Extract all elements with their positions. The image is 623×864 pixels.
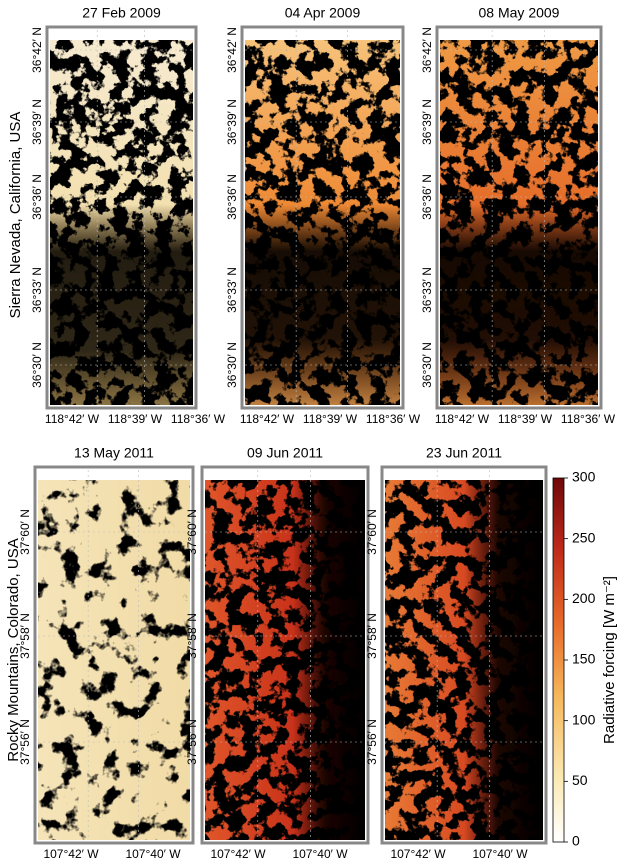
colorbar-tick-label: 300 [572, 469, 596, 485]
colorbar-tick-label: 0 [572, 833, 580, 849]
colorbar-tick-label: 100 [572, 711, 596, 727]
colorbar-tick-label: 250 [572, 529, 596, 545]
x-tick-label: 118°36′ W [171, 412, 226, 426]
row-label: Sierra Nevada, California, USA [7, 112, 24, 319]
map-forcing [385, 480, 543, 840]
x-tick-label: 118°39′ W [498, 412, 553, 426]
x-tick-label: 107°40′ W [472, 847, 528, 861]
y-tick-label: 37°56′ N [365, 719, 379, 765]
colorbar-tick-label: 150 [572, 651, 596, 667]
panel-title: 13 May 2011 [74, 445, 154, 461]
y-tick-label: 36°42′ N [420, 27, 434, 73]
panel-title: 09 Jun 2011 [247, 445, 323, 461]
x-tick-label: 107°42′ W [390, 847, 446, 861]
map-forcing [205, 480, 365, 840]
x-tick-label: 118°42′ W [435, 412, 490, 426]
x-tick-label: 118°42′ W [240, 412, 295, 426]
panel-title: 08 May 2009 [479, 5, 560, 21]
y-tick-label: 37°60′ N [185, 509, 199, 555]
y-tick-label: 36°30′ N [30, 342, 44, 388]
row-label: Rocky Mountains, Colorado, USA [5, 538, 22, 761]
colorbar-label: Radiative forcing [W m⁻²] [601, 576, 618, 744]
y-tick-label: 37°56′ N [185, 719, 199, 765]
y-tick-label: 37°58′ N [18, 613, 32, 659]
y-tick-label: 36°42′ N [30, 27, 44, 73]
y-tick-label: 37°58′ N [185, 613, 199, 659]
x-tick-label: 118°36′ W [366, 412, 421, 426]
x-tick-label: 107°40′ W [125, 847, 181, 861]
map-forcing [440, 40, 598, 405]
map-forcing [50, 40, 193, 405]
y-tick-label: 36°39′ N [225, 99, 239, 145]
x-tick-label: 107°42′ W [210, 847, 266, 861]
x-tick-label: 107°40′ W [292, 847, 348, 861]
map-forcing [245, 40, 400, 405]
y-tick-label: 36°33′ N [420, 267, 434, 313]
y-tick-label: 37°60′ N [18, 509, 32, 555]
colorbar-tick-label: 200 [572, 590, 596, 606]
panel-title: 27 Feb 2009 [82, 5, 161, 21]
x-tick-label: 118°39′ W [108, 412, 163, 426]
y-tick-label: 36°33′ N [30, 267, 44, 313]
y-tick-label: 36°42′ N [225, 27, 239, 73]
y-tick-label: 37°60′ N [365, 509, 379, 555]
panel-title: 04 Apr 2009 [285, 5, 361, 21]
x-tick-label: 118°39′ W [303, 412, 358, 426]
y-tick-label: 36°30′ N [420, 342, 434, 388]
panel-title: 23 Jun 2011 [426, 445, 502, 461]
y-tick-label: 36°30′ N [225, 342, 239, 388]
y-tick-label: 36°39′ N [420, 99, 434, 145]
y-tick-label: 36°36′ N [30, 174, 44, 220]
panels [33, 25, 603, 845]
y-tick-label: 37°58′ N [365, 613, 379, 659]
x-tick-label: 118°42′ W [45, 412, 100, 426]
x-tick-label: 118°36′ W [561, 412, 616, 426]
y-tick-label: 36°33′ N [225, 267, 239, 313]
y-tick-label: 37°56′ N [18, 719, 32, 765]
y-tick-label: 36°39′ N [30, 99, 44, 145]
y-tick-label: 36°36′ N [420, 174, 434, 220]
colorbar-tick-label: 50 [572, 772, 588, 788]
colorbar [552, 477, 565, 843]
map-forcing [38, 480, 190, 840]
y-tick-label: 36°36′ N [225, 174, 239, 220]
x-tick-label: 107°42′ W [43, 847, 99, 861]
